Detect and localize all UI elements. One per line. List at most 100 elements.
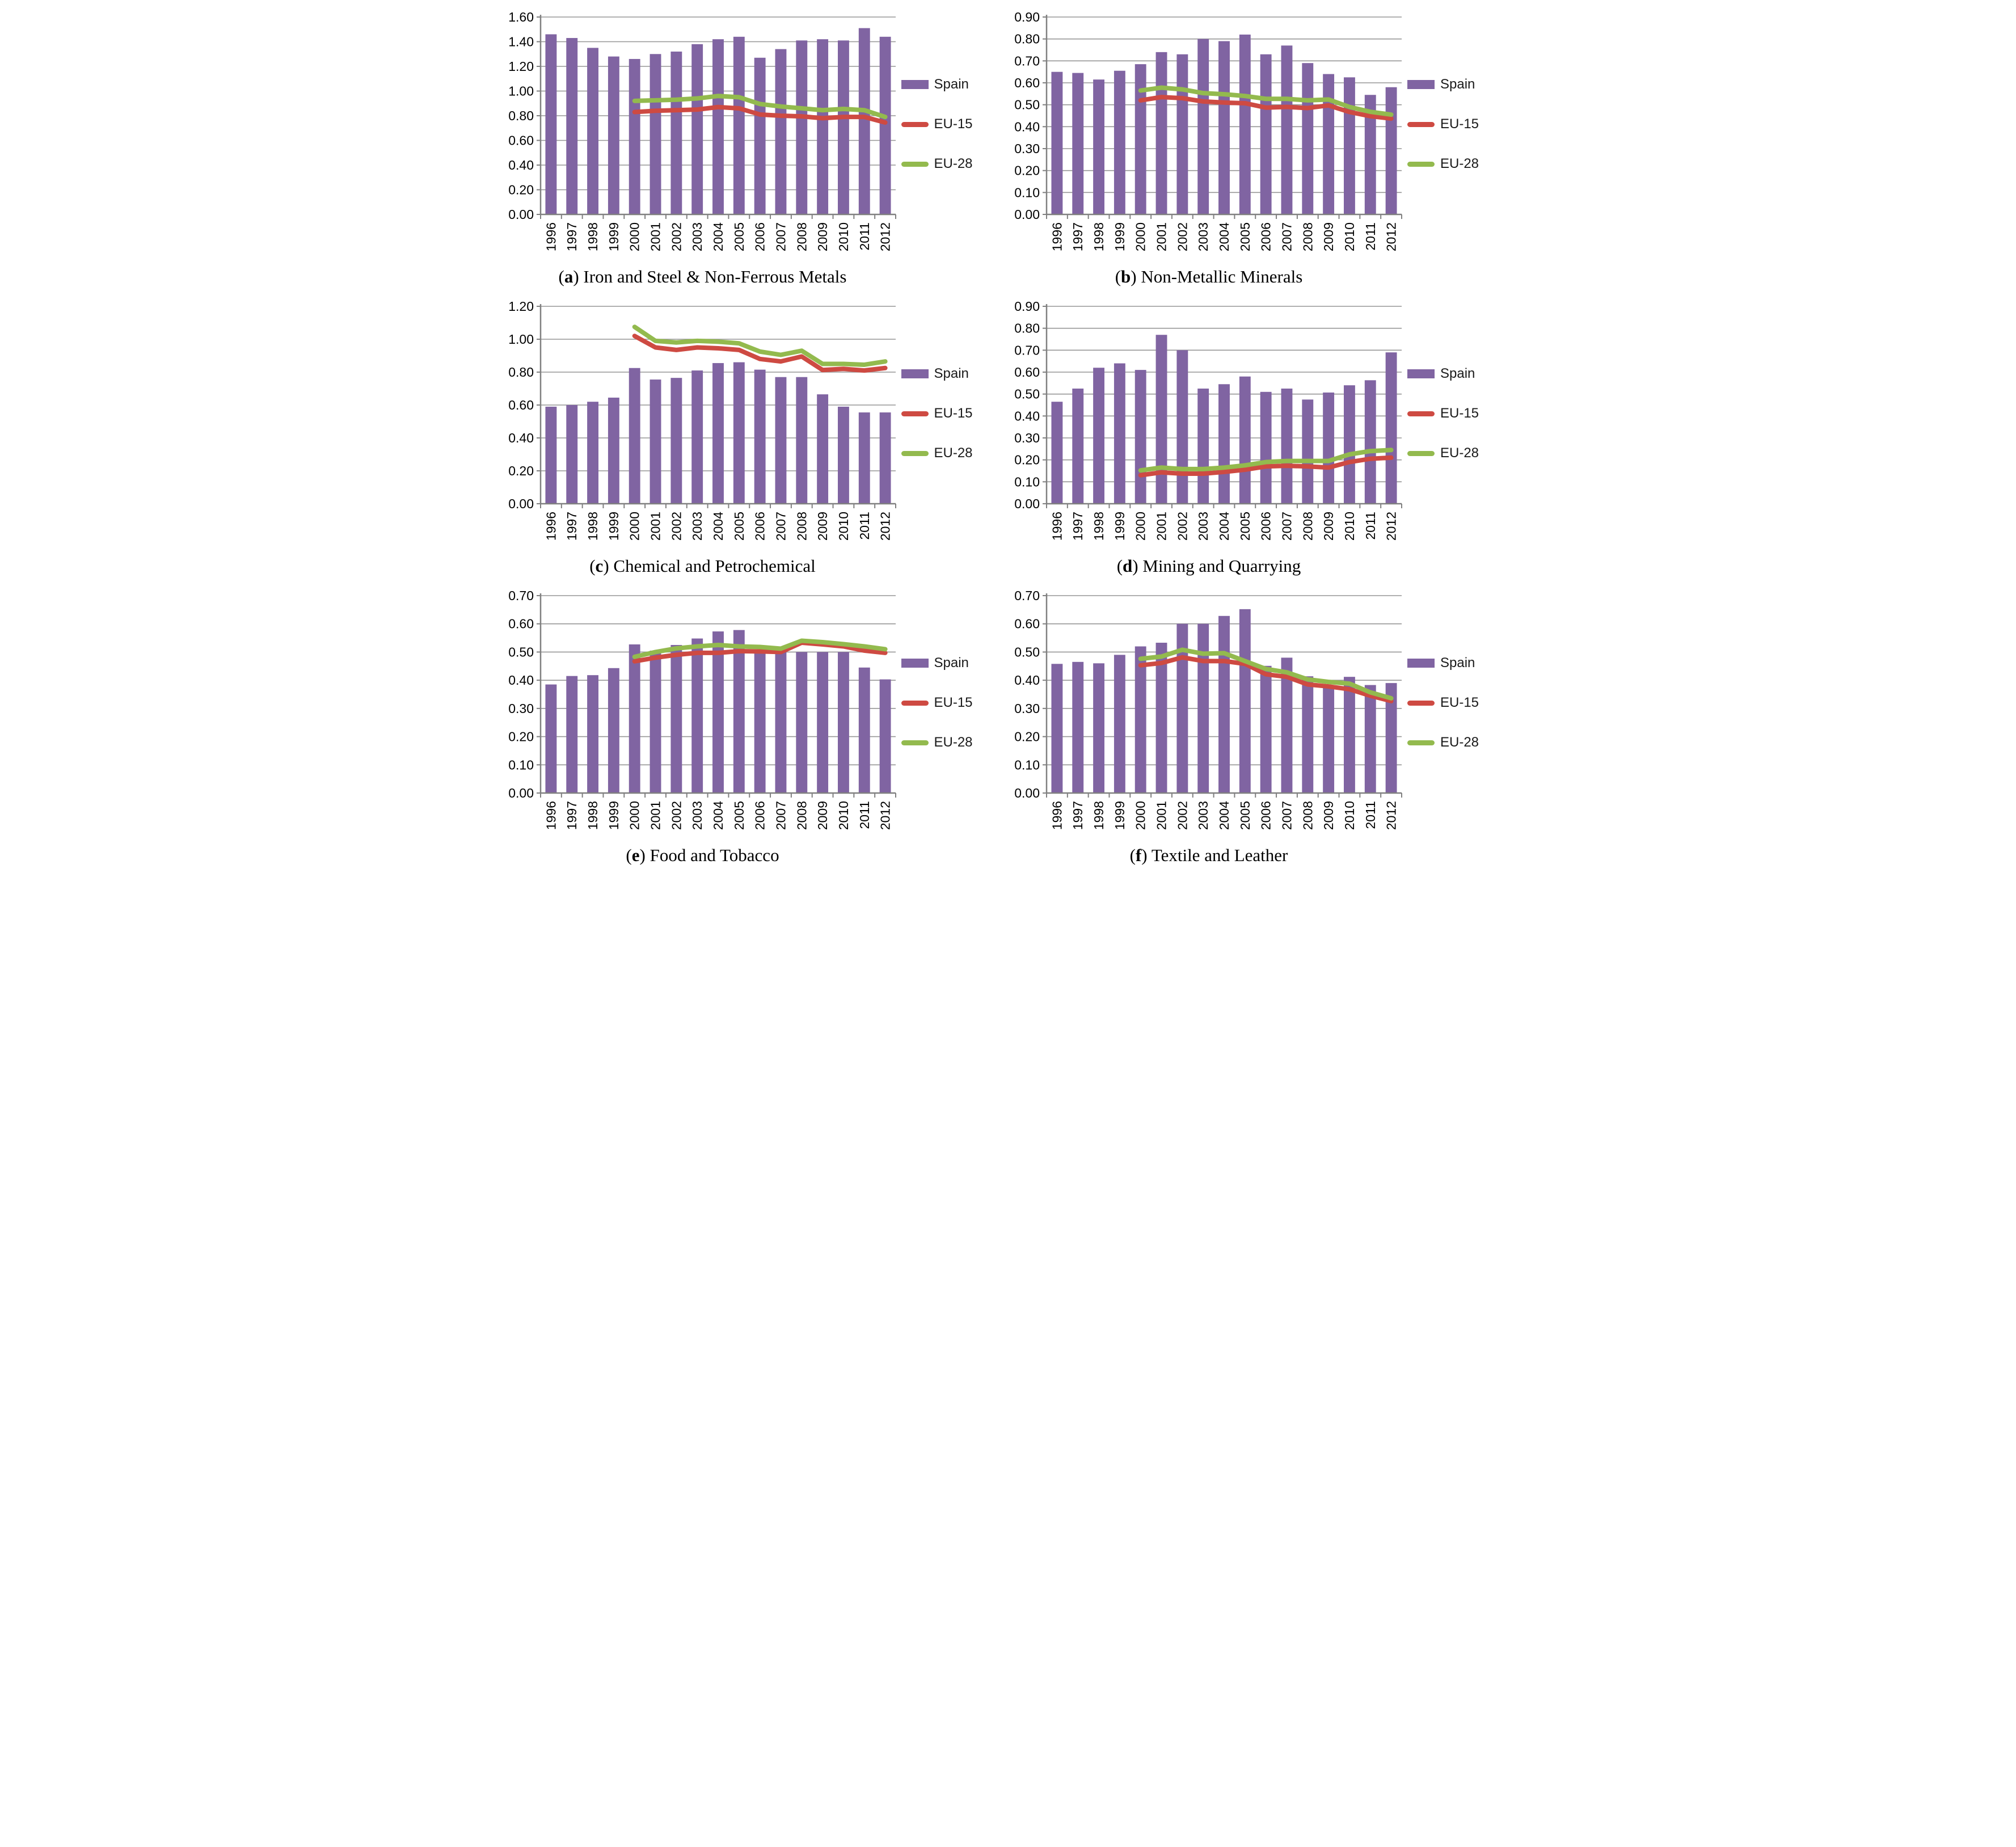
eu15-line-swatch-icon [901, 700, 929, 706]
bar-2005 [1239, 376, 1251, 504]
spain-bar-swatch-icon [901, 659, 929, 668]
bar-2003 [1197, 39, 1209, 214]
legend-item-eu28: EU-28 [901, 445, 986, 461]
bar-2011 [858, 412, 870, 504]
bar-2009 [816, 39, 828, 215]
bar-2004 [712, 631, 724, 793]
x-label-1999: 1999 [1112, 222, 1127, 251]
bar-2010 [1343, 677, 1355, 793]
legend-label-spain: Spain [1440, 366, 1475, 381]
bar-1999 [608, 397, 619, 504]
x-label-2012: 2012 [878, 512, 892, 541]
bar-1997 [1072, 661, 1084, 793]
y-tick-label: 0.60 [508, 617, 534, 631]
bar-2002 [670, 51, 682, 215]
bar-1996 [545, 406, 556, 504]
legend-label-spain: Spain [1440, 77, 1475, 92]
bar-1996 [1051, 664, 1063, 793]
x-label-1998: 1998 [585, 222, 600, 251]
x-label-2004: 2004 [1217, 222, 1231, 251]
bar-2010 [837, 406, 849, 504]
chart-panel-d: 0.00 0.10 0.20 0.30 0.40 0.50 0.60 0.70 0.80 0.90… [1010, 297, 1512, 577]
x-label-2006: 2006 [1259, 512, 1273, 541]
panel-caption: (d) Mining and Quarrying [1116, 556, 1301, 576]
x-label-1999: 1999 [606, 222, 621, 251]
x-label-1999: 1999 [1112, 801, 1127, 830]
legend-label-eu15: EU-15 [1440, 695, 1479, 710]
x-label-2012: 2012 [1384, 801, 1399, 830]
bar-2008 [1302, 676, 1314, 793]
chart-row: 0.00 0.20 0.40 0.60 0.80 1.00 1.20 1.40 1.60 1996… [504, 8, 986, 263]
x-label-2008: 2008 [794, 512, 809, 541]
bar-2008 [795, 40, 807, 214]
y-tick-label: 1.00 [508, 332, 534, 347]
x-label-2008: 2008 [1300, 222, 1315, 251]
bar-2012 [879, 36, 891, 215]
chart-legend: Spain EU-15 EU-28 [901, 655, 986, 750]
legend-label-eu28: EU-28 [934, 445, 973, 461]
y-tick-label: 0.10 [1014, 757, 1040, 772]
bar-1998 [1093, 79, 1105, 214]
y-tick-label: 0.40 [1014, 119, 1040, 134]
bar-2011 [1364, 380, 1376, 504]
chart-panel-b: 0.00 0.10 0.20 0.30 0.40 0.50 0.60 0.70 0.80 0.90… [1010, 8, 1512, 288]
x-label-2011: 2011 [857, 222, 871, 250]
y-tick-label: 0.50 [508, 644, 534, 659]
y-tick-label: 0.80 [1014, 321, 1040, 336]
x-label-2000: 2000 [1133, 801, 1148, 830]
x-label-2000: 2000 [1133, 222, 1148, 251]
caption-text: Non-Metallic Minerals [1141, 267, 1303, 286]
bar-2009 [1323, 686, 1335, 793]
caption-text: Iron and Steel & Non-Ferrous Metals [583, 267, 847, 286]
bar-1997 [566, 676, 577, 793]
x-label-1999: 1999 [606, 801, 621, 830]
x-label-2005: 2005 [1238, 801, 1252, 830]
bar-2006 [754, 57, 766, 215]
chart-row: 0.00 0.10 0.20 0.30 0.40 0.50 0.60 0.70 1996 1997… [1010, 587, 1492, 842]
x-label-2003: 2003 [1196, 222, 1211, 251]
legend-item-eu28: EU-28 [1407, 735, 1492, 750]
bar-2012 [879, 412, 891, 504]
y-tick-label: 0.70 [1014, 53, 1040, 68]
y-tick-label: 1.20 [508, 59, 534, 74]
legend-item-spain: Spain [1407, 655, 1492, 671]
y-tick-label: 0.30 [508, 701, 534, 716]
legend-item-eu28: EU-28 [1407, 445, 1492, 461]
legend-item-eu15: EU-15 [1407, 695, 1492, 711]
bar-2012 [1385, 87, 1397, 214]
y-tick-label: 0.20 [508, 463, 534, 478]
bar-2005 [733, 362, 745, 504]
bar-2003 [1197, 389, 1209, 504]
x-label-1996: 1996 [543, 801, 558, 830]
bar-2000 [1134, 370, 1146, 504]
bar-2003 [1197, 623, 1209, 793]
bar-2010 [1343, 385, 1355, 504]
legend-item-spain: Spain [1407, 366, 1492, 382]
x-label-1996: 1996 [1049, 222, 1064, 251]
eu28-line [1138, 85, 1394, 117]
eu15-line [1138, 95, 1394, 121]
x-label-2004: 2004 [711, 801, 726, 830]
bar-2004 [1218, 615, 1230, 793]
x-label-2000: 2000 [627, 801, 642, 830]
x-label-2007: 2007 [1279, 801, 1294, 830]
chart-panel-c: 0.00 0.20 0.40 0.60 0.80 1.00 1.20 1996 1997 1998… [504, 297, 1006, 577]
chart-panel-a: 0.00 0.20 0.40 0.60 0.80 1.00 1.20 1.40 1.60 1996… [504, 8, 1006, 288]
x-label-2010: 2010 [836, 512, 850, 541]
x-label-2007: 2007 [1279, 512, 1294, 541]
legend-label-eu15: EU-15 [934, 406, 973, 421]
bar-2010 [1343, 77, 1355, 214]
x-label-2006: 2006 [1259, 222, 1273, 251]
bar-2002 [1176, 623, 1188, 793]
x-label-2002: 2002 [669, 512, 684, 541]
x-label-1997: 1997 [564, 801, 579, 830]
legend-item-eu28: EU-28 [1407, 156, 1492, 172]
bar-2000 [629, 644, 640, 793]
x-label-2003: 2003 [1196, 801, 1211, 830]
y-tick-label: 0.60 [1014, 365, 1040, 379]
y-tick-label: 0.00 [508, 786, 534, 800]
x-label-2006: 2006 [752, 222, 767, 251]
bar-2001 [1155, 643, 1167, 793]
y-tick-label: 0.10 [508, 757, 534, 772]
eu28-line [632, 324, 888, 367]
